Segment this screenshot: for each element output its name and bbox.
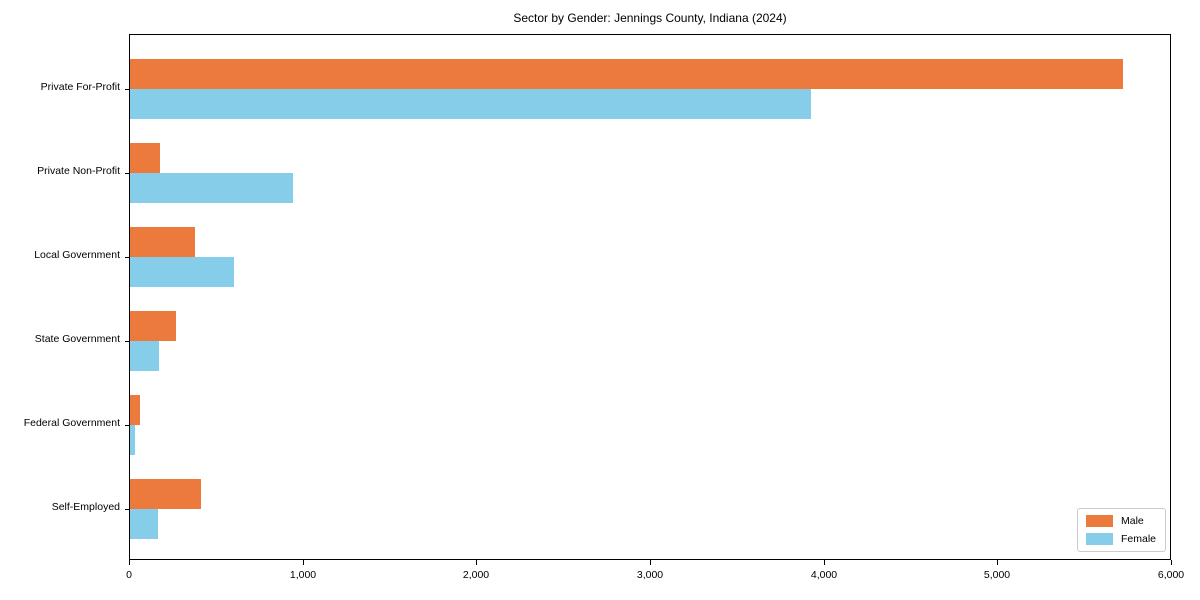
bar-female-state-government (130, 341, 159, 371)
legend-swatch-male-icon (1085, 515, 1113, 527)
bar-male-state-government (130, 311, 176, 341)
x-tick-label-6000: 6,000 (1157, 569, 1185, 581)
legend-label-male: Male (1120, 515, 1144, 527)
x-tick-mark (129, 560, 130, 565)
bar-female-private-for-profit (130, 89, 811, 119)
x-tick-mark (476, 560, 477, 565)
bar-male-local-government (130, 227, 195, 257)
y-tick-label-self-employed: Self-Employed (51, 501, 120, 513)
bar-female-local-government (130, 257, 234, 287)
plot-area: Male Female (125, 34, 1171, 560)
y-tick-label-state-government: State Government (34, 333, 120, 345)
x-tick-label-0: 0 (126, 569, 132, 581)
y-tick-mark (125, 257, 130, 258)
chart-title: Sector by Gender: Jennings County, India… (513, 11, 787, 25)
x-tick-mark (824, 560, 825, 565)
legend-label-female: Female (1120, 533, 1156, 545)
legend: Male Female (1076, 508, 1166, 552)
y-tick-label-private-for-profit: Private For-Profit (40, 81, 120, 93)
bar-male-self-employed (130, 479, 201, 509)
y-tick-label-federal-government: Federal Government (23, 417, 120, 429)
bar-female-private-non-profit (130, 173, 293, 203)
bar-female-federal-government (130, 425, 135, 455)
x-tick-mark (650, 560, 651, 565)
x-tick-mark (303, 560, 304, 565)
y-tick-mark (125, 509, 130, 510)
legend-item-male: Male (1085, 515, 1156, 527)
x-tick-label-4000: 4,000 (810, 569, 838, 581)
legend-swatch-female-icon (1085, 533, 1113, 545)
y-tick-mark (125, 341, 130, 342)
x-tick-mark (1171, 560, 1172, 565)
y-tick-mark (125, 425, 130, 426)
y-tick-label-local-government: Local Government (34, 249, 120, 261)
bar-male-federal-government (130, 395, 140, 425)
x-tick-label-3000: 3,000 (636, 569, 664, 581)
x-tick-label-2000: 2,000 (462, 569, 490, 581)
x-tick-label-5000: 5,000 (983, 569, 1011, 581)
bar-male-private-non-profit (130, 143, 160, 173)
bar-female-self-employed (130, 509, 158, 539)
y-tick-mark (125, 89, 130, 90)
legend-item-female: Female (1085, 533, 1156, 545)
x-tick-mark (997, 560, 998, 565)
y-tick-label-private-non-profit: Private Non-Profit (37, 165, 120, 177)
x-tick-label-1000: 1,000 (289, 569, 317, 581)
bar-male-private-for-profit (130, 59, 1123, 89)
y-tick-mark (125, 173, 130, 174)
